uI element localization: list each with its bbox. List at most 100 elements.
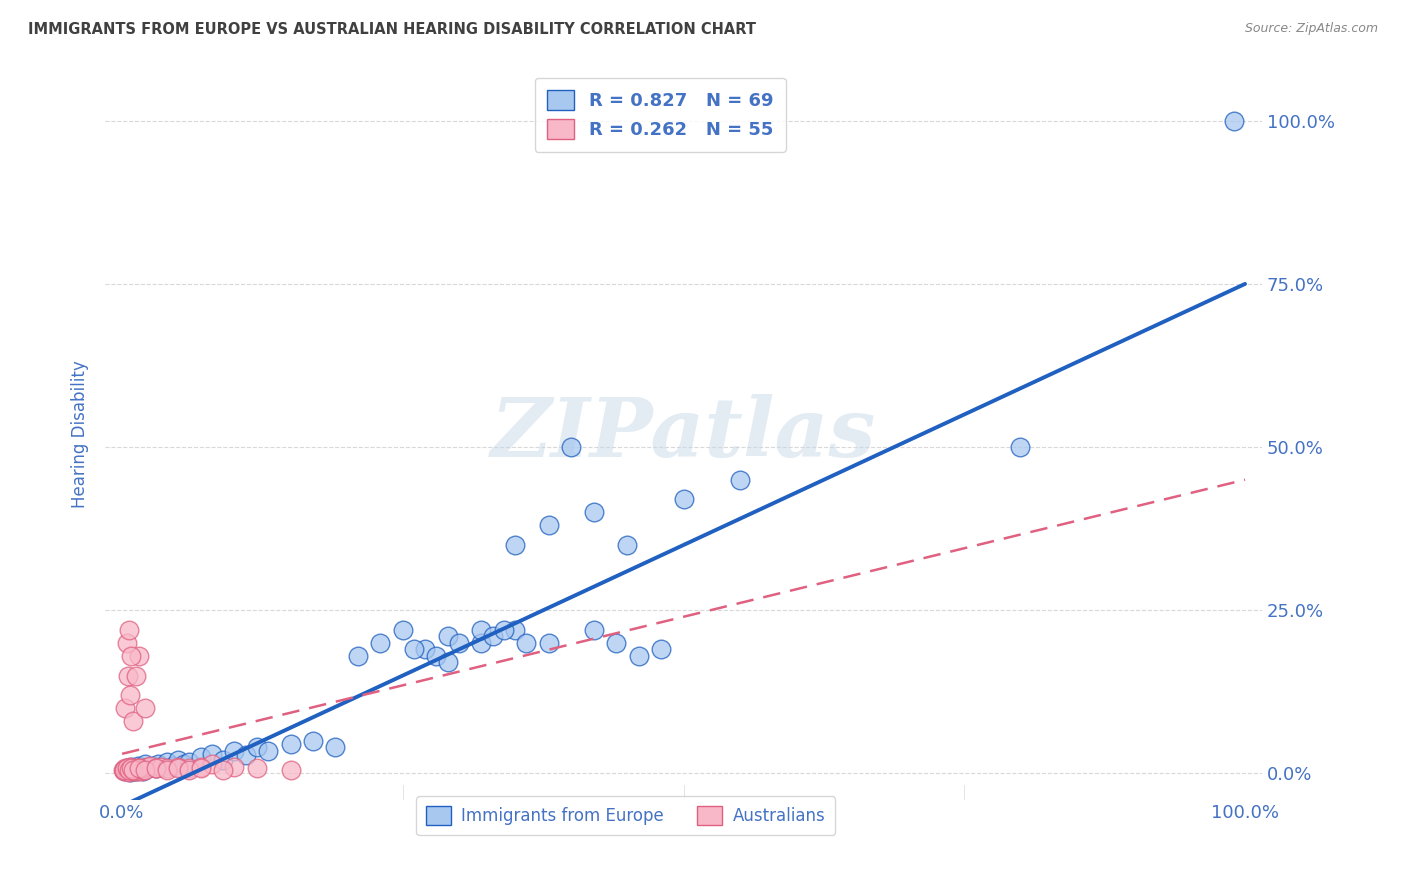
Point bbox=[156, 761, 179, 775]
Point bbox=[127, 763, 149, 777]
Point bbox=[179, 755, 201, 769]
Point bbox=[120, 648, 142, 663]
Point bbox=[201, 756, 224, 771]
Point bbox=[190, 750, 212, 764]
Point bbox=[179, 761, 201, 775]
Point bbox=[503, 623, 526, 637]
Point bbox=[201, 747, 224, 761]
Point bbox=[162, 758, 184, 772]
Point bbox=[120, 763, 142, 777]
Point bbox=[582, 505, 605, 519]
Point bbox=[128, 761, 150, 775]
Point bbox=[537, 636, 560, 650]
Point bbox=[280, 763, 302, 777]
Point bbox=[114, 701, 136, 715]
Point bbox=[167, 753, 190, 767]
Point bbox=[142, 758, 165, 772]
Point bbox=[117, 764, 139, 778]
Point bbox=[118, 688, 141, 702]
Point bbox=[118, 760, 141, 774]
Point bbox=[402, 642, 425, 657]
Point bbox=[179, 763, 201, 777]
Point bbox=[167, 761, 190, 775]
Point bbox=[145, 761, 167, 775]
Point bbox=[134, 761, 156, 775]
Point bbox=[212, 763, 235, 777]
Text: IMMIGRANTS FROM EUROPE VS AUSTRALIAN HEARING DISABILITY CORRELATION CHART: IMMIGRANTS FROM EUROPE VS AUSTRALIAN HEA… bbox=[28, 22, 756, 37]
Point bbox=[650, 642, 672, 657]
Point bbox=[391, 623, 413, 637]
Point bbox=[481, 629, 503, 643]
Point bbox=[173, 756, 195, 771]
Point bbox=[112, 764, 135, 779]
Point bbox=[257, 743, 280, 757]
Point bbox=[124, 668, 146, 682]
Point bbox=[118, 765, 141, 780]
Point bbox=[224, 743, 246, 757]
Point bbox=[122, 764, 145, 779]
Point bbox=[190, 760, 212, 774]
Point bbox=[1010, 440, 1032, 454]
Point bbox=[122, 763, 145, 777]
Point bbox=[125, 764, 148, 778]
Point bbox=[135, 761, 157, 775]
Point bbox=[121, 762, 143, 776]
Point bbox=[436, 629, 458, 643]
Point bbox=[131, 760, 153, 774]
Point bbox=[112, 763, 135, 777]
Point bbox=[124, 761, 146, 775]
Point bbox=[560, 440, 582, 454]
Point bbox=[124, 761, 146, 775]
Point bbox=[212, 753, 235, 767]
Point bbox=[627, 648, 650, 663]
Point bbox=[132, 763, 155, 777]
Point bbox=[616, 538, 638, 552]
Point bbox=[672, 492, 695, 507]
Point bbox=[125, 764, 148, 778]
Point bbox=[124, 763, 146, 777]
Y-axis label: Hearing Disability: Hearing Disability bbox=[72, 360, 89, 508]
Point bbox=[503, 538, 526, 552]
Point bbox=[129, 763, 152, 777]
Point bbox=[112, 763, 135, 777]
Point bbox=[112, 763, 135, 777]
Point bbox=[190, 761, 212, 775]
Point bbox=[470, 623, 492, 637]
Point bbox=[115, 636, 138, 650]
Point bbox=[156, 755, 179, 769]
Point bbox=[118, 765, 141, 780]
Point bbox=[120, 761, 142, 775]
Point bbox=[246, 740, 269, 755]
Point bbox=[139, 758, 162, 772]
Point bbox=[235, 748, 257, 763]
Point bbox=[129, 761, 152, 775]
Point bbox=[122, 762, 145, 776]
Point bbox=[246, 761, 269, 775]
Point bbox=[134, 756, 156, 771]
Point bbox=[146, 756, 169, 771]
Point bbox=[117, 763, 139, 777]
Point bbox=[124, 764, 146, 779]
Point bbox=[135, 760, 157, 774]
Point bbox=[128, 761, 150, 775]
Point bbox=[128, 648, 150, 663]
Point bbox=[145, 761, 167, 775]
Text: ZIPatlas: ZIPatlas bbox=[491, 394, 876, 474]
Point bbox=[413, 642, 436, 657]
Point bbox=[121, 763, 143, 777]
Point bbox=[224, 760, 246, 774]
Point bbox=[128, 763, 150, 777]
Point bbox=[114, 761, 136, 775]
Point bbox=[118, 763, 141, 777]
Point bbox=[132, 764, 155, 779]
Point bbox=[537, 518, 560, 533]
Point bbox=[728, 473, 751, 487]
Point bbox=[134, 701, 156, 715]
Point bbox=[129, 764, 152, 779]
Point bbox=[1223, 113, 1246, 128]
Point bbox=[425, 648, 447, 663]
Point bbox=[325, 740, 347, 755]
Point bbox=[139, 760, 162, 774]
Point bbox=[302, 733, 325, 747]
Point bbox=[515, 636, 537, 650]
